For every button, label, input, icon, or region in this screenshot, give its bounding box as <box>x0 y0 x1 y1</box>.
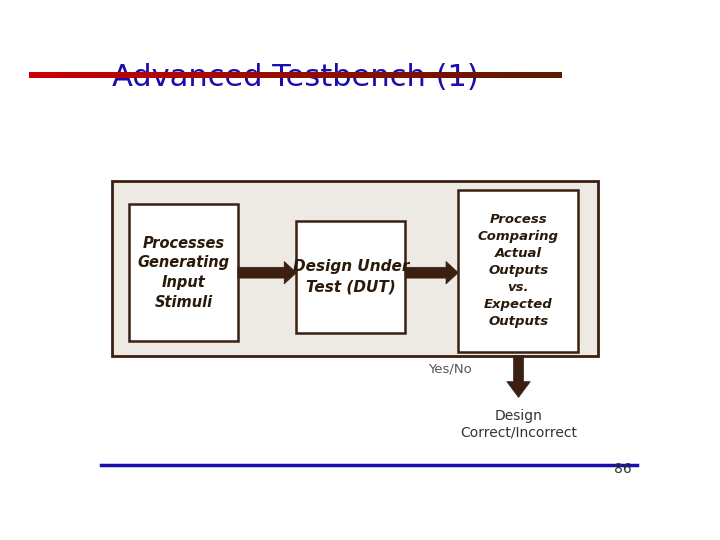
Text: 86: 86 <box>613 462 631 476</box>
Text: Processes
Generating
Input
Stimuli: Processes Generating Input Stimuli <box>138 235 230 310</box>
Text: Yes/No: Yes/No <box>428 363 472 376</box>
FancyBboxPatch shape <box>297 221 405 333</box>
FancyBboxPatch shape <box>129 204 238 341</box>
Polygon shape <box>238 261 297 284</box>
Text: Process
Comparing
Actual
Outputs
vs.
Expected
Outputs: Process Comparing Actual Outputs vs. Exp… <box>478 213 559 328</box>
FancyBboxPatch shape <box>459 190 578 352</box>
Text: Design Under
Test (DUT): Design Under Test (DUT) <box>292 259 409 294</box>
Text: Design: Design <box>495 409 542 423</box>
Polygon shape <box>507 356 530 397</box>
Text: Advanced Testbench (1): Advanced Testbench (1) <box>112 63 479 92</box>
Polygon shape <box>405 261 459 284</box>
FancyBboxPatch shape <box>112 181 598 356</box>
Text: Correct/Incorrect: Correct/Incorrect <box>460 426 577 440</box>
